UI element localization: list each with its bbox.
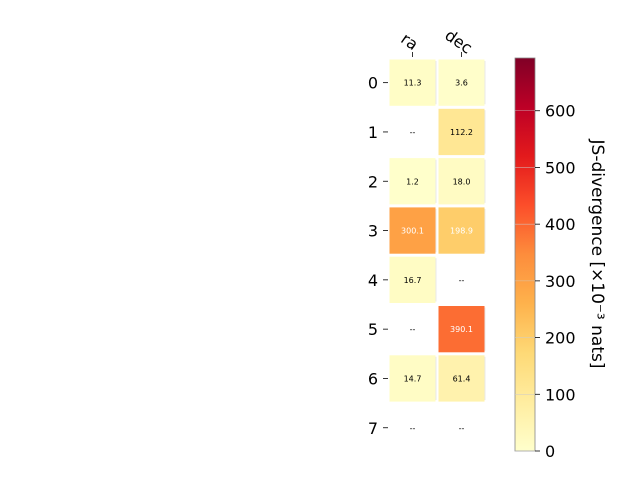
heatmap-cell bbox=[438, 306, 485, 353]
heatmap-cell bbox=[438, 59, 485, 106]
cell-value-label: 3.6 bbox=[455, 79, 468, 88]
row-tick-labels: 0 1 2 3 4 5 6 7 bbox=[368, 74, 388, 438]
cell-value-label: 16.7 bbox=[404, 276, 422, 285]
row-label-1: 1 bbox=[368, 123, 378, 142]
colorbar: 0 100 200 300 400 500 600 JS-divergence [×10⁻³… bbox=[514, 57, 607, 461]
colorbar-tick-label: 100 bbox=[545, 385, 576, 404]
colorbar-tick-label: 400 bbox=[545, 215, 576, 234]
cell-value-label: 112.2 bbox=[450, 128, 473, 137]
colorbar-label: JS-divergence [×10⁻³ nats] bbox=[587, 139, 607, 369]
row-label-7: 7 bbox=[368, 419, 378, 438]
colorbar-gradient bbox=[514, 57, 536, 452]
heatmap-cell bbox=[389, 207, 436, 254]
heatmap-cell bbox=[438, 158, 485, 205]
row-label-3: 3 bbox=[368, 222, 378, 241]
heatmap-cell bbox=[438, 355, 485, 402]
cell-value-label: -- bbox=[410, 128, 416, 137]
row-label-4: 4 bbox=[368, 271, 378, 290]
cell-value-label: 198.9 bbox=[450, 227, 473, 236]
cell-value-label: 14.7 bbox=[404, 374, 422, 383]
colorbar-tick-label: 0 bbox=[545, 442, 555, 461]
column-label-dec: dec bbox=[441, 25, 475, 57]
colorbar-tick-label: 600 bbox=[545, 102, 576, 121]
cell-value-label: 61.4 bbox=[453, 374, 471, 383]
cell-value-label: -- bbox=[459, 276, 465, 285]
heatmap-cells: 11.3 3.6 -- 112.2 1.2 18.0 300.1 198.9 16.7 -- -- 3… bbox=[389, 59, 486, 433]
heatmap-cell bbox=[438, 207, 485, 254]
cell-value-label: 18.0 bbox=[453, 177, 471, 186]
colorbar-tick-label: 500 bbox=[545, 158, 576, 177]
cell-value-label: 11.3 bbox=[404, 79, 422, 88]
row-label-0: 0 bbox=[368, 74, 378, 93]
row-label-5: 5 bbox=[368, 320, 378, 339]
cell-value-label: 1.2 bbox=[406, 177, 419, 186]
cell-value-label: 390.1 bbox=[450, 325, 473, 334]
heatmap-cell bbox=[389, 158, 436, 205]
heatmap-cell bbox=[389, 59, 436, 106]
cell-value-label: 300.1 bbox=[401, 227, 424, 236]
cell-value-label: -- bbox=[459, 424, 465, 433]
cell-value-label: -- bbox=[410, 325, 416, 334]
heatmap-cell bbox=[389, 355, 436, 402]
colorbar-tick-label: 300 bbox=[545, 272, 576, 291]
row-label-2: 2 bbox=[368, 172, 378, 191]
colorbar-tick-label: 200 bbox=[545, 329, 576, 348]
heatmap-cell bbox=[389, 256, 436, 303]
colorbar-ticks: 0 100 200 300 400 500 600 bbox=[515, 102, 576, 461]
column-tick-labels: ra dec bbox=[397, 25, 475, 57]
cell-value-label: -- bbox=[410, 424, 416, 433]
column-label-ra: ra bbox=[397, 29, 421, 54]
heatmap-cell bbox=[438, 108, 485, 156]
row-label-6: 6 bbox=[368, 369, 378, 388]
